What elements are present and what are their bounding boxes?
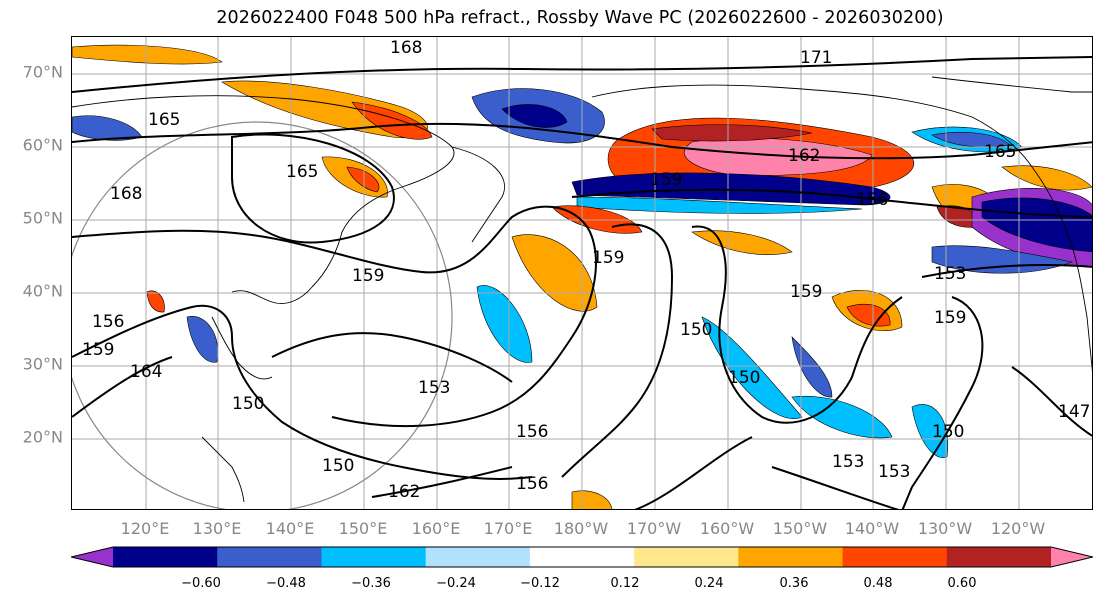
colorbar-label: 0.36 — [779, 576, 809, 591]
contour-label: 159 — [82, 340, 114, 360]
lon-label-150e: 150°E — [338, 519, 388, 538]
lon-label-140e: 140°E — [265, 519, 315, 538]
lon-label-170w: 170°W — [626, 519, 682, 538]
contour-label: 165 — [148, 110, 180, 130]
colorbar-label: 0.48 — [863, 576, 893, 591]
shade-cyan-coil — [701, 316, 803, 419]
colorbar-extend-min — [71, 547, 113, 567]
contour-label: 162 — [788, 146, 820, 166]
colorbar-label: −0.48 — [266, 576, 306, 591]
lon-label-150w: 150°W — [772, 519, 828, 538]
contour-label: 168 — [390, 38, 422, 58]
colorbar-segment — [529, 547, 635, 567]
shade-red-east — [846, 303, 891, 327]
shade-orange-south — [571, 490, 612, 509]
contour-label: 165 — [286, 162, 318, 182]
contour-label: 153 — [832, 452, 864, 472]
shade-cyan-midpac — [476, 285, 533, 363]
contour-label: 156 — [516, 474, 548, 494]
lon-label-130e: 130°E — [192, 519, 242, 538]
colorbar-segment — [738, 547, 844, 567]
contour-label: 156 — [516, 422, 548, 442]
contour-labels: 168 171 165 165 168 165 159 162 156 159 … — [82, 38, 1090, 502]
shade-navy-northpac — [501, 104, 568, 128]
colorbar-label: −0.12 — [520, 576, 560, 591]
lon-label-140w: 140°W — [844, 519, 900, 538]
colorbar-label: 0.24 — [694, 576, 724, 591]
map-panel: 168 171 165 165 168 165 159 162 156 159 … — [71, 36, 1093, 510]
shade-red-west — [146, 290, 165, 313]
shade-red-siberia — [351, 101, 433, 140]
contour-label: 159 — [592, 248, 624, 268]
lon-label-170e: 170°E — [483, 519, 533, 538]
contour-label: 153 — [934, 264, 966, 284]
lon-label-160w: 160°W — [699, 519, 755, 538]
reference-circle — [72, 121, 453, 509]
shade-cyan-sub — [791, 395, 893, 439]
contour-label: 147 — [1058, 402, 1090, 422]
lon-label-160e: 160°E — [411, 519, 461, 538]
colorbar-label: 0.12 — [610, 576, 640, 591]
graticule — [72, 37, 1092, 509]
lat-label-40n: 40°N — [22, 281, 63, 301]
colorbar-segment — [217, 547, 322, 567]
contour-label: 150 — [232, 394, 264, 414]
shade-blue-ne — [931, 131, 1011, 148]
colorbar-segment — [321, 547, 427, 567]
colorbar-extend-max — [1051, 547, 1093, 567]
colorbar-outline — [71, 546, 1093, 568]
figure-title: 2026022400 F048 500 hPa refract., Rossby… — [216, 8, 944, 28]
lat-label-50n: 50°N — [22, 208, 63, 228]
lat-label-20n: 20°N — [22, 427, 63, 447]
colorbar-label: 0.60 — [947, 576, 977, 591]
contour-label: 153 — [418, 378, 450, 398]
contour-label: 150 — [322, 456, 354, 476]
lon-label-120e: 120°E — [120, 519, 170, 538]
shade-orange-center — [691, 230, 793, 255]
shade-orange-arctic — [72, 44, 223, 65]
colorbar-segment — [425, 547, 531, 567]
coastlines — [72, 76, 1092, 503]
colorbar-segment — [842, 547, 948, 567]
shade-orange-midpac — [511, 234, 598, 312]
colorbar — [71, 546, 1093, 568]
contour-label: 171 — [800, 48, 832, 68]
contour-label: 164 — [130, 362, 162, 382]
colorbar-label: −0.36 — [351, 576, 391, 591]
contour-label: 150 — [728, 368, 760, 388]
shade-darkred-band — [651, 124, 813, 142]
contour-label: 168 — [110, 184, 142, 204]
colorbar-segment — [946, 547, 1052, 567]
contour-label: 165 — [984, 142, 1016, 162]
contour-label: 159 — [934, 308, 966, 328]
shade-red-okhotsk — [346, 166, 380, 193]
lon-label-180w: 180°W — [553, 519, 609, 538]
contour-label: 159 — [650, 170, 682, 190]
colorbar-label: −0.60 — [181, 576, 221, 591]
map-canvas: 168 171 165 165 168 165 159 162 156 159 … — [72, 37, 1092, 509]
lat-label-30n: 30°N — [22, 354, 63, 374]
height-contours — [72, 56, 1092, 509]
shade-navy-bc — [981, 197, 1092, 253]
contour-label: 159 — [790, 282, 822, 302]
colorbar-label: −0.24 — [436, 576, 476, 591]
shade-blue-west — [72, 115, 143, 141]
contour-label: 150 — [680, 320, 712, 340]
contour-label: 159 — [352, 266, 384, 286]
lon-label-120w: 120°W — [990, 519, 1046, 538]
colorbar-segment — [634, 547, 739, 567]
shade-blue-east — [791, 336, 833, 398]
lat-label-70n: 70°N — [22, 62, 63, 82]
lat-label-60n: 60°N — [22, 135, 63, 155]
shade-cyan-strip — [576, 196, 863, 214]
shade-blue-japan — [186, 316, 219, 363]
contour-label: 150 — [932, 422, 964, 442]
contour-label: 162 — [388, 482, 420, 502]
contour-label: 153 — [878, 462, 910, 482]
contour-label: 156 — [92, 312, 124, 332]
colorbar-segment — [113, 547, 218, 567]
lon-label-130w: 130°W — [917, 519, 973, 538]
shade-orange-ne2 — [1001, 165, 1092, 191]
contour-label: 156 — [856, 190, 888, 210]
